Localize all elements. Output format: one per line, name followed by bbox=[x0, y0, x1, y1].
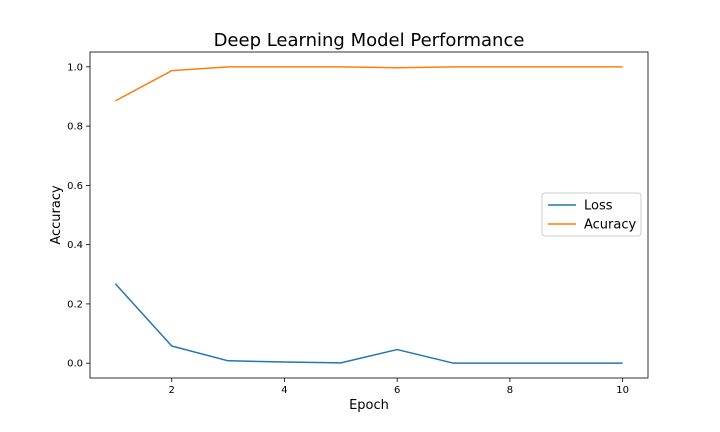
y-tick-label: 0.4 bbox=[67, 240, 83, 251]
series-lines bbox=[114, 66, 623, 364]
series-line-acuracy bbox=[115, 66, 623, 102]
x-axis-label: Epoch bbox=[349, 398, 389, 413]
y-tick-label: 0.2 bbox=[67, 299, 83, 310]
x-tick-label: 8 bbox=[507, 385, 513, 396]
y-tick-label: 0.0 bbox=[67, 359, 83, 370]
y-tick-label: 0.6 bbox=[67, 181, 83, 192]
chart-title: Deep Learning Model Performance bbox=[214, 30, 525, 51]
y-axis-label: Accuracy bbox=[49, 185, 64, 245]
series-line-loss bbox=[114, 283, 623, 364]
x-tick-label: 4 bbox=[281, 385, 287, 396]
x-axis: 2 4 6 8 10 bbox=[169, 378, 629, 396]
y-axis: 0.0 0.2 0.4 0.6 0.8 1.0 bbox=[67, 62, 90, 370]
legend: Loss Acuracy bbox=[541, 192, 642, 237]
x-tick-label: 10 bbox=[616, 385, 629, 396]
y-tick-label: 0.8 bbox=[67, 122, 83, 133]
legend-label-acuracy: Acuracy bbox=[584, 218, 637, 233]
y-tick-label: 1.0 bbox=[67, 62, 83, 73]
legend-box bbox=[541, 192, 642, 237]
legend-label-loss: Loss bbox=[584, 199, 613, 214]
x-tick-label: 6 bbox=[394, 385, 400, 396]
x-tick-label: 2 bbox=[169, 385, 175, 396]
plot-area bbox=[89, 51, 649, 379]
